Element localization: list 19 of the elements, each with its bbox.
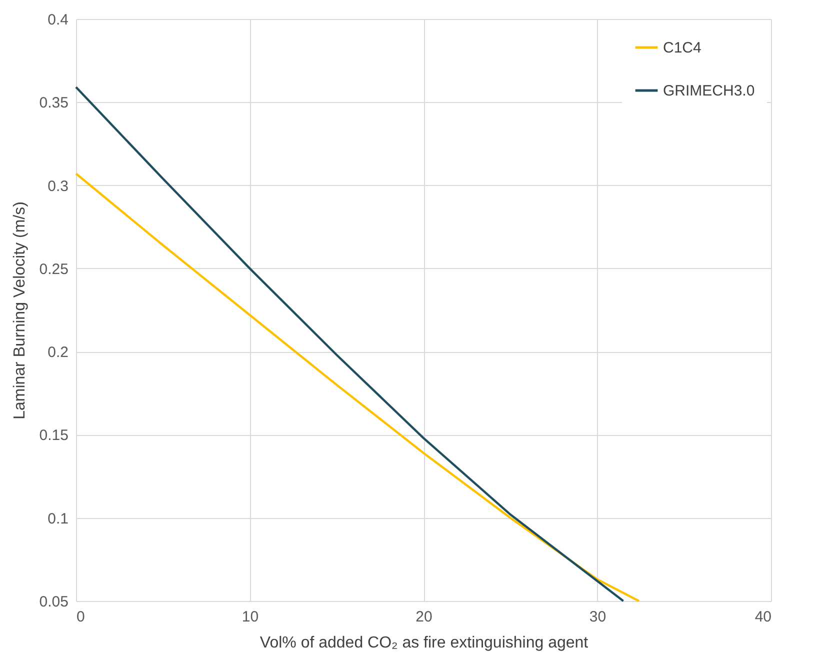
line-series (74, 86, 624, 602)
x-tick-label: 20 (416, 608, 432, 626)
y-tick-label: 0.05 (39, 594, 68, 610)
y-axis-title: Laminar Burning Velocity (m/s) (11, 202, 28, 420)
legend-label: GRIMECH3.0 (663, 82, 755, 100)
y-tick-label: 0.25 (39, 260, 68, 278)
y-tick-label: 0.2 (48, 344, 68, 362)
x-tick-label: 0 (76, 608, 85, 626)
y-tick-label: 0.3 (48, 178, 68, 195)
y-tick-label: 0.15 (39, 427, 68, 444)
legend-label: C1C4 (663, 40, 702, 56)
y-tick-label: 0.4 (48, 12, 68, 28)
x-tick-label: 10 (242, 608, 259, 626)
line-series (74, 172, 640, 602)
x-tick-label: 30 (589, 608, 606, 626)
y-tick-label: 0.35 (39, 94, 68, 112)
x-tick-label: 40 (754, 608, 772, 626)
y-tick-label: 0.1 (48, 510, 68, 528)
x-axis-title: Vol% of added CO₂ as fire extinguishing agent (260, 634, 589, 652)
